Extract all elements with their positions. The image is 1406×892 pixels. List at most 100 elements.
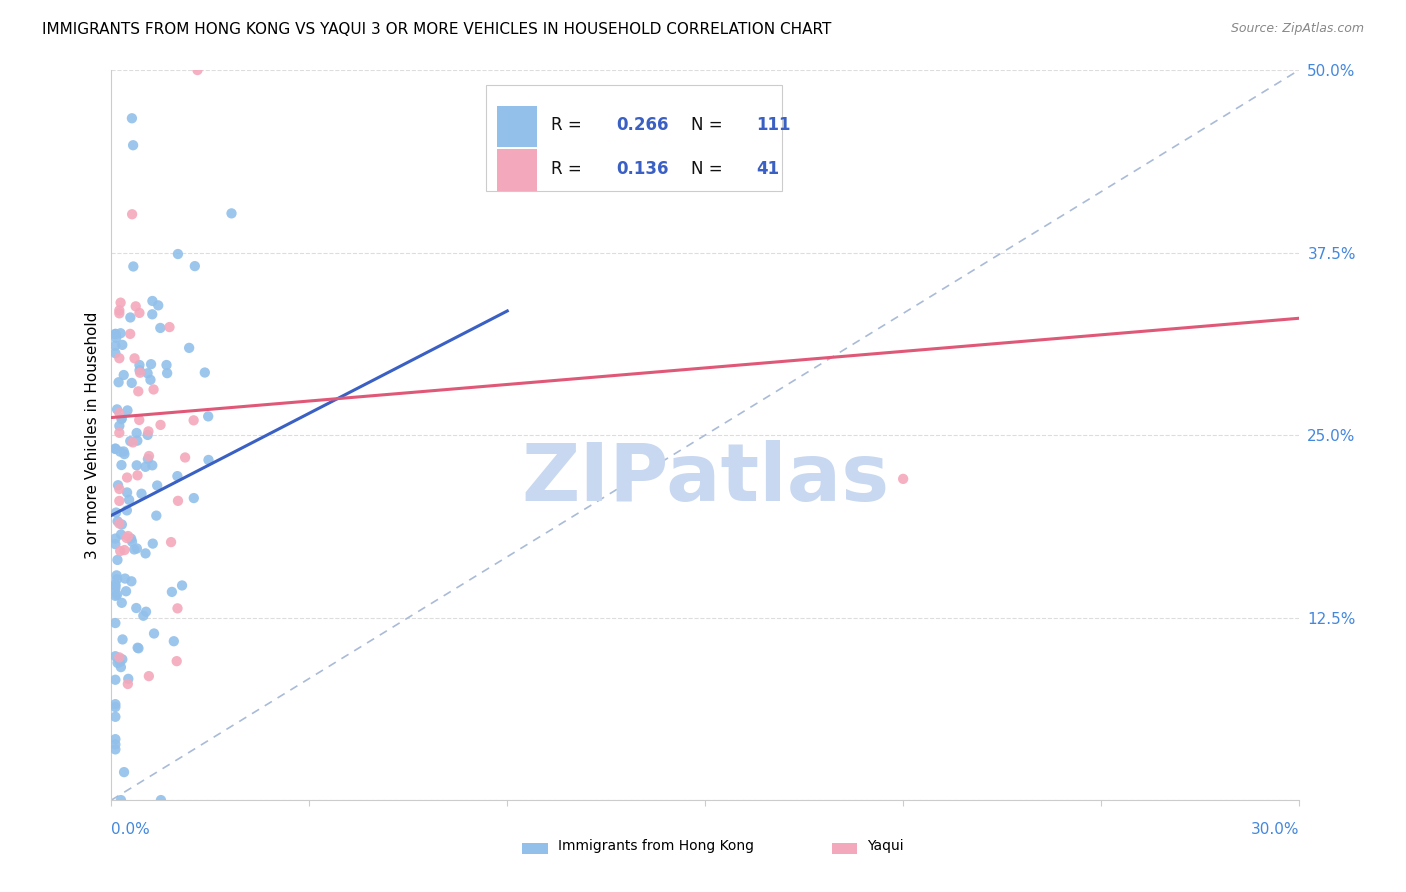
Point <box>138 449 160 463</box>
Point <box>110 793 132 807</box>
Point <box>117 672 139 686</box>
Text: Immigrants from Hong Kong: Immigrants from Hong Kong <box>558 839 754 854</box>
Point <box>108 494 131 508</box>
Point <box>112 765 135 780</box>
Point <box>127 468 149 483</box>
Point <box>141 293 163 308</box>
Point <box>107 553 129 567</box>
Point <box>145 508 167 523</box>
Point <box>108 650 131 665</box>
Point <box>136 428 159 442</box>
Point <box>104 649 127 664</box>
Point <box>104 582 127 596</box>
Text: 0.266: 0.266 <box>616 117 669 135</box>
Point <box>156 366 179 380</box>
Text: N =: N = <box>690 117 728 135</box>
Point <box>131 486 153 500</box>
Point <box>141 458 163 473</box>
Point <box>104 326 127 341</box>
Point <box>121 376 143 390</box>
Point <box>104 346 127 360</box>
Point <box>104 742 127 756</box>
Point <box>104 697 127 711</box>
Point <box>136 452 159 467</box>
Point <box>129 366 152 380</box>
Point <box>132 608 155 623</box>
Point <box>128 306 150 320</box>
Point <box>111 652 134 666</box>
Point <box>134 459 156 474</box>
Bar <box>498 149 537 191</box>
Point <box>107 478 129 492</box>
Point <box>148 298 170 312</box>
Point <box>166 654 188 668</box>
Point <box>197 409 219 424</box>
Point <box>104 710 127 724</box>
Point <box>183 413 205 427</box>
Text: IMMIGRANTS FROM HONG KONG VS YAQUI 3 OR MORE VEHICLES IN HOUSEHOLD CORRELATION C: IMMIGRANTS FROM HONG KONG VS YAQUI 3 OR … <box>42 22 831 37</box>
Point <box>104 673 127 687</box>
Point <box>128 358 150 372</box>
Point <box>110 527 132 541</box>
Point <box>120 532 142 546</box>
Point <box>114 543 136 558</box>
Point <box>186 63 208 78</box>
Point <box>179 341 201 355</box>
Point <box>166 469 188 483</box>
Point <box>139 373 162 387</box>
Point <box>139 357 162 371</box>
Point <box>194 366 217 380</box>
Point <box>120 574 142 589</box>
Text: N =: N = <box>690 160 728 178</box>
Text: 0.136: 0.136 <box>616 160 669 178</box>
Point <box>121 112 143 126</box>
Point <box>108 306 131 320</box>
Point <box>114 572 136 586</box>
Point <box>141 307 163 321</box>
Point <box>167 247 190 261</box>
Point <box>104 442 127 456</box>
Point <box>163 634 186 648</box>
Point <box>111 411 134 425</box>
Point <box>104 615 127 630</box>
Point <box>104 738 127 752</box>
Y-axis label: 3 or more Vehicles in Household: 3 or more Vehicles in Household <box>86 311 100 558</box>
Point <box>105 402 128 417</box>
Point <box>108 516 131 531</box>
Point <box>135 546 157 560</box>
Point <box>108 303 131 318</box>
Point <box>112 368 135 382</box>
Point <box>166 601 188 615</box>
Point <box>135 605 157 619</box>
Point <box>146 478 169 492</box>
Point <box>167 493 190 508</box>
Point <box>128 363 150 377</box>
Point <box>122 542 145 557</box>
Point <box>115 470 138 484</box>
Point <box>108 425 131 440</box>
Point <box>104 537 127 551</box>
Text: 41: 41 <box>756 160 779 178</box>
Text: ZIPatlas: ZIPatlas <box>522 440 890 518</box>
Point <box>104 589 127 603</box>
Point <box>125 601 148 615</box>
Point <box>120 434 142 449</box>
Text: 30.0%: 30.0% <box>1250 822 1299 838</box>
Point <box>125 458 148 473</box>
Point <box>122 138 145 153</box>
Point <box>104 732 127 747</box>
FancyBboxPatch shape <box>485 85 782 191</box>
Point <box>221 206 243 220</box>
Point <box>117 529 139 543</box>
Point <box>121 207 143 221</box>
Point <box>516 165 538 179</box>
Point <box>117 403 139 417</box>
Bar <box>498 106 537 147</box>
Point <box>127 434 149 448</box>
Point <box>891 472 914 486</box>
Point <box>184 259 207 273</box>
Point <box>108 444 131 458</box>
Point <box>115 485 138 500</box>
Point <box>105 588 128 602</box>
Point <box>111 596 134 610</box>
